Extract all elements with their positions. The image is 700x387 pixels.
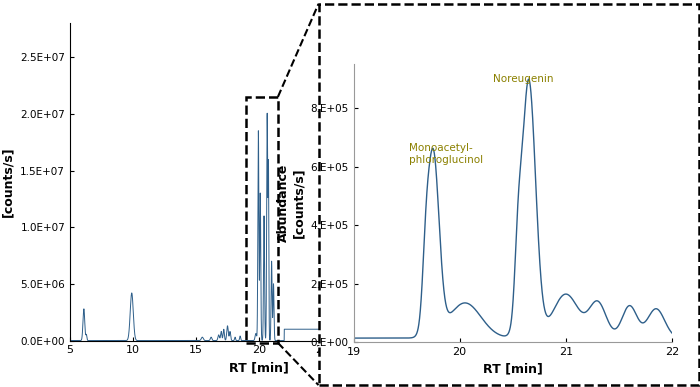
Text: Noreugenin: Noreugenin (493, 74, 554, 84)
X-axis label: RT [min]: RT [min] (483, 363, 542, 376)
Text: Monoacetyl-
phloroglucinol: Monoacetyl- phloroglucinol (409, 143, 483, 164)
X-axis label: RT [min]: RT [min] (229, 361, 289, 374)
Y-axis label: Abundance
[counts/s]: Abundance [counts/s] (276, 164, 304, 242)
Y-axis label: Abundance
[counts/s]: Abundance [counts/s] (0, 143, 15, 221)
Bar (246, 97, 278, 343)
